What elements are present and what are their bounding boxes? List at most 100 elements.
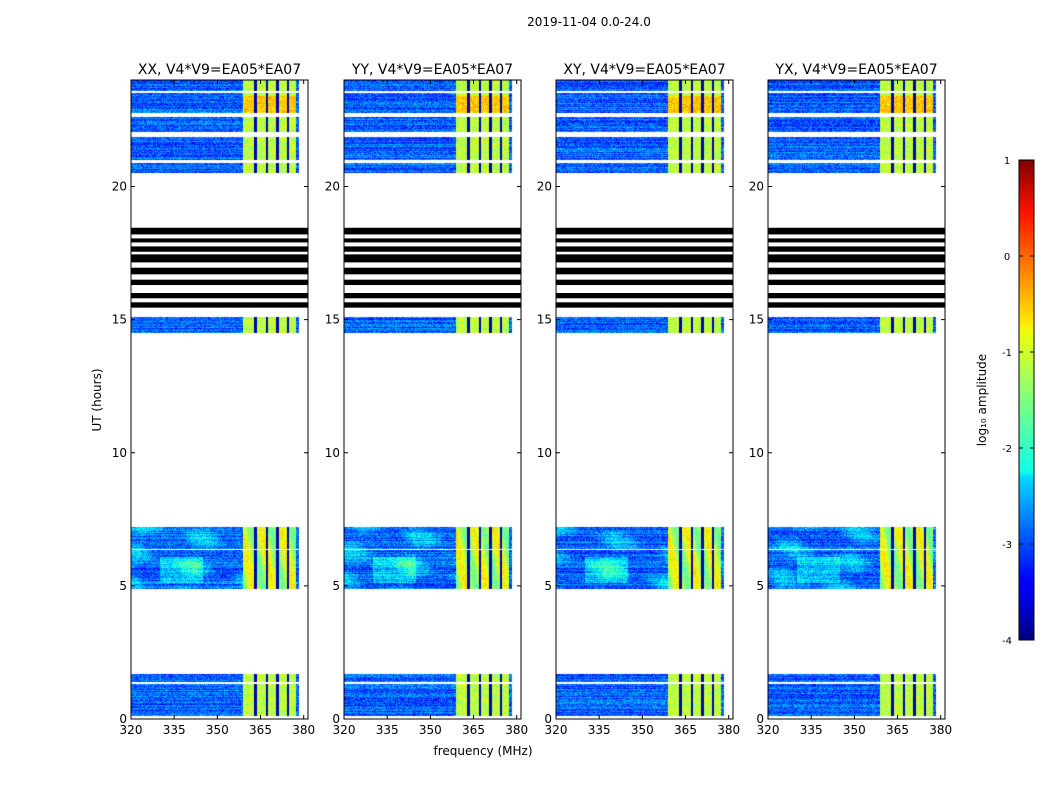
flagged-time-band bbox=[344, 254, 521, 263]
panel-frame bbox=[130, 79, 309, 720]
panel-4: YX, V4*V9=EA05*EA07 320 335 350 365 380 0 5 10 15… bbox=[749, 62, 952, 737]
flagged-time-band bbox=[556, 302, 733, 308]
panels-group: XX, V4*V9=EA05*EA07 320 335 350 365 380 0 5 10 15… bbox=[112, 62, 952, 737]
flagged-time-band bbox=[131, 279, 308, 286]
flagged-time-band bbox=[344, 246, 521, 252]
panel-heatmap bbox=[556, 80, 733, 719]
y-tick-label: 20 bbox=[112, 180, 127, 194]
x-tick-label: 350 bbox=[631, 723, 654, 737]
panel-heatmap bbox=[131, 80, 308, 719]
y-tick-label: 20 bbox=[537, 180, 552, 194]
flagged-time-band bbox=[344, 293, 521, 299]
y-tick-label: 10 bbox=[112, 446, 127, 460]
flagged-time-band bbox=[131, 238, 308, 243]
y-tick-label: 10 bbox=[325, 446, 340, 460]
y-tick-label: 5 bbox=[332, 579, 340, 593]
x-axis-label: frequency (MHz) bbox=[433, 744, 532, 758]
flagged-time-band bbox=[556, 254, 733, 263]
flagged-time-band bbox=[768, 246, 945, 252]
x-tick-label: 380 bbox=[929, 723, 952, 737]
x-tick-label: 380 bbox=[505, 723, 528, 737]
panel-frame bbox=[767, 79, 946, 720]
flagged-time-band bbox=[556, 238, 733, 243]
colorbar-tick-label: -2 bbox=[1002, 444, 1012, 455]
flagged-time-band bbox=[768, 254, 945, 263]
colorbar-tick-label: -3 bbox=[1002, 540, 1012, 551]
colorbar-tick-label: 0 bbox=[1004, 252, 1010, 263]
flagged-time-band bbox=[556, 267, 733, 275]
flagged-time-band bbox=[768, 238, 945, 243]
y-tick-label: 10 bbox=[749, 446, 764, 460]
colorbar-tick-label: -1 bbox=[1002, 348, 1012, 359]
y-tick-label: 20 bbox=[749, 180, 764, 194]
x-tick-label: 380 bbox=[717, 723, 740, 737]
figure-suptitle: 2019-11-04 0.0-24.0 bbox=[527, 15, 651, 29]
x-tick-label: 380 bbox=[292, 723, 315, 737]
y-tick-label: 15 bbox=[537, 313, 552, 327]
y-tick-label: 5 bbox=[544, 579, 552, 593]
x-tick-label: 320 bbox=[757, 723, 780, 737]
panel-title: XY, V4*V9=EA05*EA07 bbox=[563, 62, 725, 78]
flagged-time-band bbox=[768, 279, 945, 286]
x-tick-label: 320 bbox=[120, 723, 143, 737]
y-tick-label: 0 bbox=[119, 712, 127, 726]
flagged-time-band bbox=[344, 267, 521, 275]
flagged-time-band bbox=[556, 279, 733, 286]
panel-title: XX, V4*V9=EA05*EA07 bbox=[138, 62, 301, 78]
flagged-time-band bbox=[131, 246, 308, 252]
flagged-time-band bbox=[131, 267, 308, 275]
x-tick-label: 320 bbox=[333, 723, 356, 737]
colorbar-gradient bbox=[1018, 159, 1035, 641]
x-tick-label: 350 bbox=[843, 723, 866, 737]
flagged-time-band bbox=[131, 293, 308, 299]
flagged-time-band bbox=[556, 246, 733, 252]
flagged-time-band bbox=[131, 254, 308, 263]
panel-3: XY, V4*V9=EA05*EA07 320 335 350 365 380 0 5 10 15… bbox=[537, 62, 740, 737]
y-tick-label: 0 bbox=[332, 712, 340, 726]
flagged-time-band bbox=[768, 293, 945, 299]
y-tick-label: 10 bbox=[537, 446, 552, 460]
flagged-time-band bbox=[768, 267, 945, 275]
flagged-time-band bbox=[131, 302, 308, 308]
x-tick-label: 335 bbox=[800, 723, 823, 737]
colorbar-tick-label: 1 bbox=[1004, 156, 1010, 167]
y-tick-label: 15 bbox=[112, 313, 127, 327]
colorbar: log₁₀ amplitude 1 0 -1 -2 -3 -4 bbox=[975, 156, 1035, 647]
x-tick-label: 335 bbox=[376, 723, 399, 737]
panel-title: YX, V4*V9=EA05*EA07 bbox=[774, 62, 937, 78]
y-tick-label: 0 bbox=[756, 712, 764, 726]
flagged-time-band bbox=[344, 238, 521, 243]
flagged-time-band bbox=[768, 227, 945, 235]
flagged-time-band bbox=[344, 302, 521, 308]
x-tick-label: 365 bbox=[886, 723, 909, 737]
y-tick-label: 5 bbox=[119, 579, 127, 593]
y-tick-label: 15 bbox=[325, 313, 340, 327]
x-tick-label: 365 bbox=[674, 723, 697, 737]
panel-frame bbox=[343, 79, 522, 720]
colorbar-label: log₁₀ amplitude bbox=[975, 354, 989, 446]
flagged-time-band bbox=[768, 302, 945, 308]
panel-frame bbox=[555, 79, 734, 720]
y-tick-label: 20 bbox=[325, 180, 340, 194]
flagged-time-band bbox=[131, 227, 308, 235]
flagged-time-band bbox=[556, 293, 733, 299]
panel-2: YY, V4*V9=EA05*EA07 320 335 350 365 380 0 5 10 15… bbox=[325, 62, 528, 737]
x-tick-label: 365 bbox=[249, 723, 272, 737]
colorbar-tick-label: -4 bbox=[1002, 636, 1012, 647]
panel-1: XX, V4*V9=EA05*EA07 320 335 350 365 380 0 5 10 15… bbox=[112, 62, 315, 737]
y-axis-label: UT (hours) bbox=[90, 368, 104, 431]
x-tick-label: 335 bbox=[588, 723, 611, 737]
panel-heatmap bbox=[768, 80, 945, 719]
panel-heatmap bbox=[344, 80, 521, 719]
x-tick-label: 365 bbox=[462, 723, 485, 737]
y-tick-label: 0 bbox=[544, 712, 552, 726]
y-tick-label: 15 bbox=[749, 313, 764, 327]
x-tick-label: 320 bbox=[545, 723, 568, 737]
x-tick-label: 350 bbox=[206, 723, 229, 737]
flagged-time-band bbox=[344, 227, 521, 235]
x-tick-label: 335 bbox=[163, 723, 186, 737]
flagged-time-band bbox=[556, 227, 733, 235]
y-tick-label: 5 bbox=[756, 579, 764, 593]
x-tick-label: 350 bbox=[419, 723, 442, 737]
